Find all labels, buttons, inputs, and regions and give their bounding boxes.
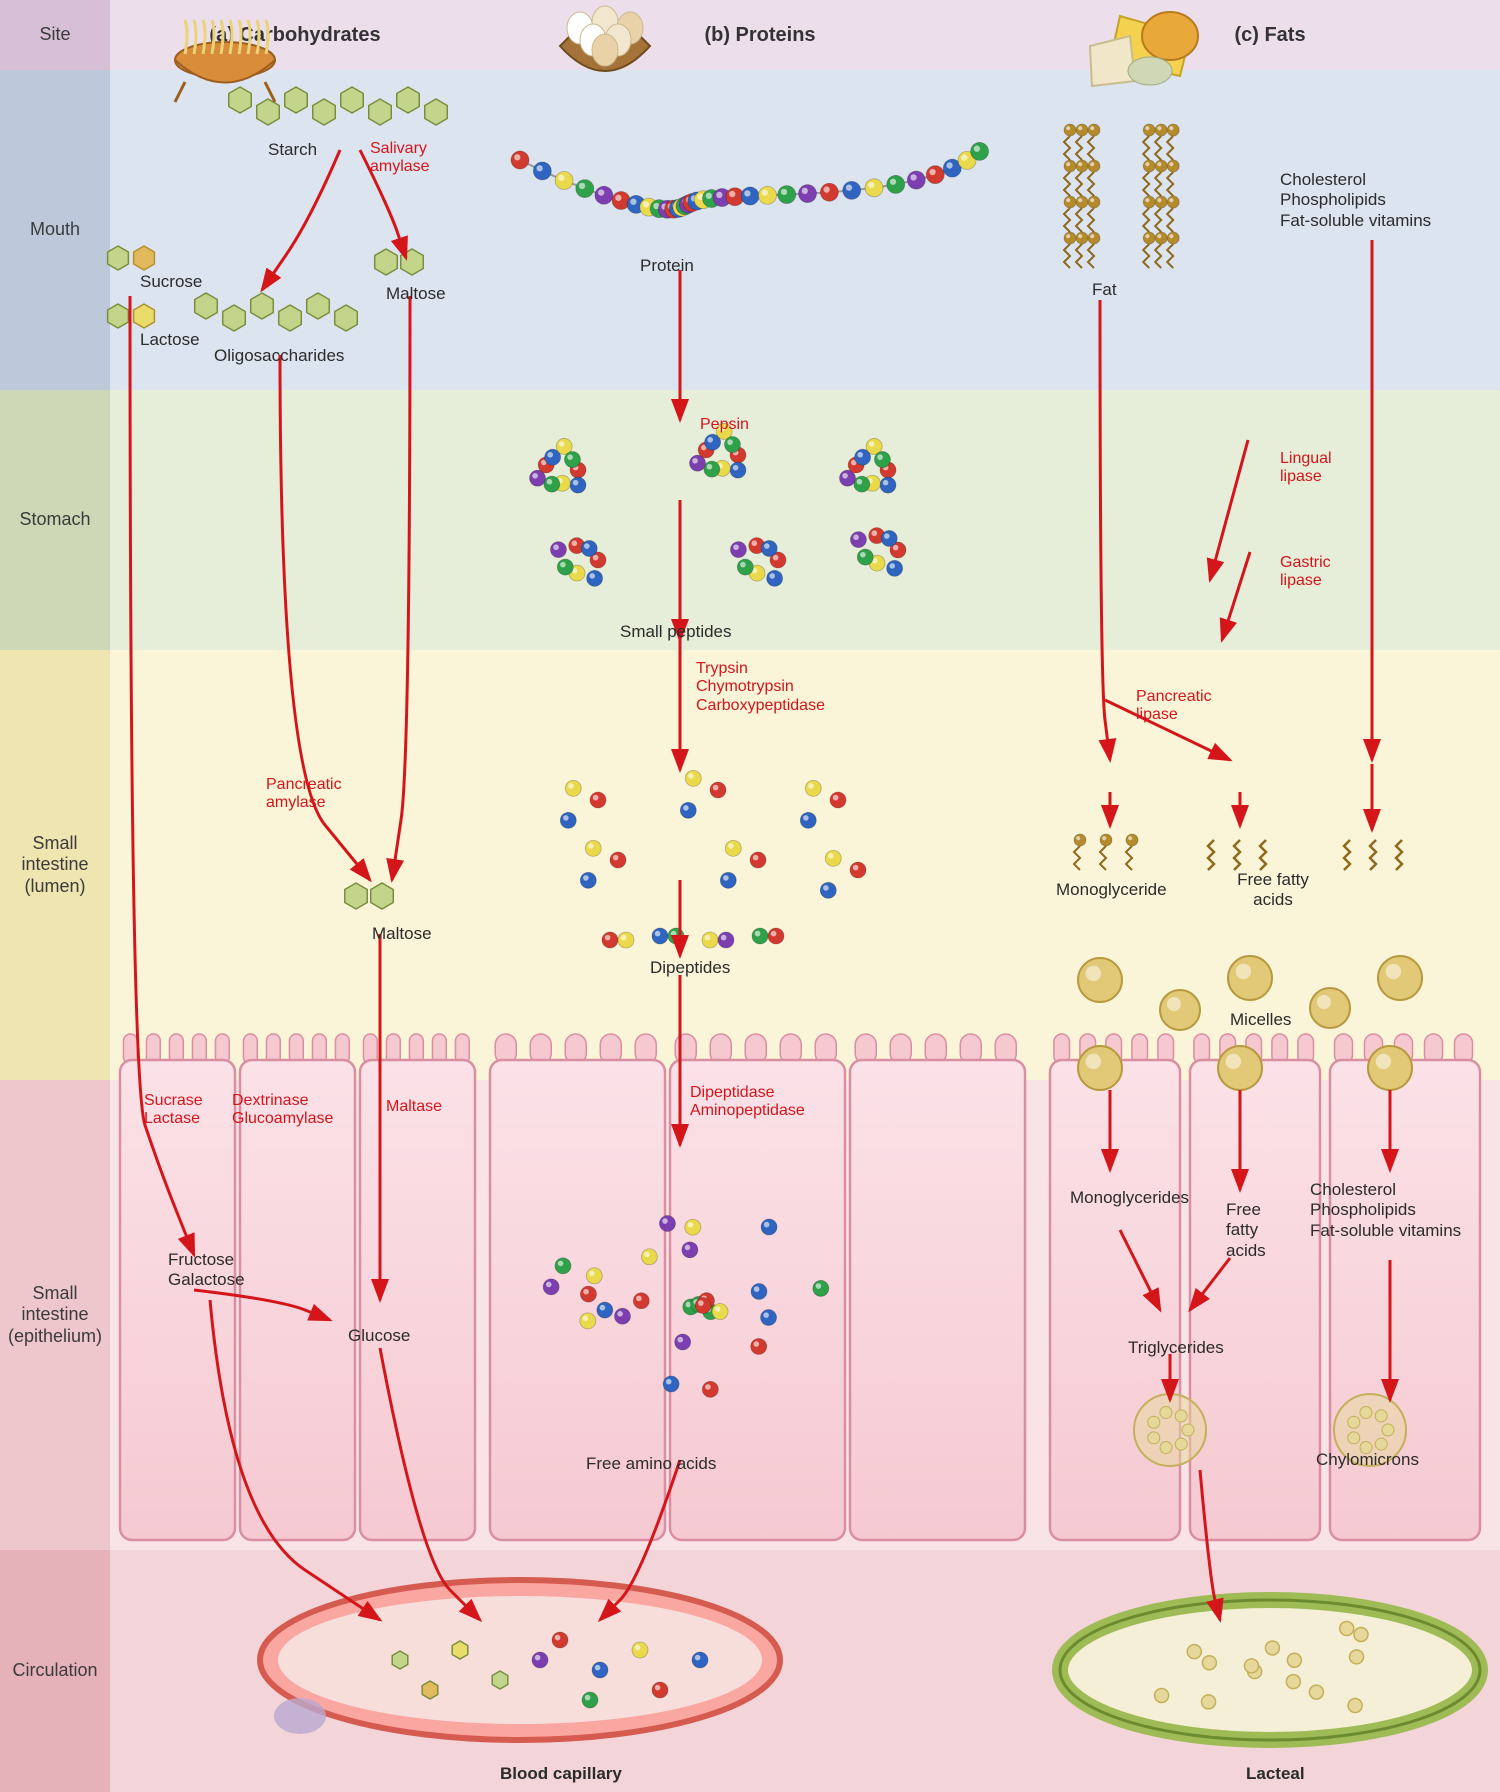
col-hdr-proteins: (b) Proteins	[480, 0, 1040, 70]
label-20: Triglycerides	[1128, 1338, 1224, 1358]
label-2: Lactose	[140, 330, 200, 350]
label-7: Small peptides	[620, 622, 732, 642]
enzyme-8: Lingual lipase	[1280, 450, 1332, 487]
col-hdr-fats: (c) Fats	[1040, 0, 1500, 70]
row-label-circ: Circulation	[0, 1550, 110, 1792]
row-label-mouth: Mouth	[0, 70, 110, 390]
label-4: Maltose	[386, 284, 446, 304]
label-3: Oligosaccharides	[214, 346, 344, 366]
row-label-si_lumen: Small intestine (lumen)	[0, 650, 110, 1080]
lane-carbs	[110, 0, 480, 1792]
label-22: Blood capillary	[500, 1764, 622, 1784]
label-6: Protein	[640, 256, 694, 276]
label-11: Free amino acids	[586, 1454, 716, 1474]
row-label-stomach: Stomach	[0, 390, 110, 650]
row-label-site: Site	[0, 0, 110, 70]
enzyme-0: Salivary amylase	[370, 140, 430, 177]
label-17: Monoglycerides	[1070, 1188, 1189, 1208]
label-5: Maltose	[372, 924, 432, 944]
row-label-si_epi: Small intestine (epithelium)	[0, 1080, 110, 1550]
enzyme-3: Dextrinase Glucoamylase	[232, 1092, 333, 1129]
enzyme-10: Pancreatic lipase	[1136, 688, 1212, 725]
enzyme-7: Dipeptidase Aminopeptidase	[690, 1084, 805, 1121]
enzyme-4: Maltase	[386, 1098, 442, 1116]
label-9: Fructose Galactose	[168, 1250, 288, 1291]
lane-proteins	[480, 0, 1040, 1792]
label-0: Starch	[268, 140, 317, 160]
label-19: Cholesterol Phospholipids Fat-soluble vi…	[1310, 1180, 1500, 1241]
enzyme-2: Sucrase Lactase	[144, 1092, 203, 1129]
col-hdr-carbs: (a) Carbohydrates	[110, 0, 480, 70]
label-21: Chylomicrons	[1316, 1450, 1419, 1470]
digestion-diagram: SiteMouthStomachSmall intestine (lumen)S…	[0, 0, 1500, 1792]
row-labels: SiteMouthStomachSmall intestine (lumen)S…	[0, 0, 110, 1792]
label-10: Glucose	[348, 1326, 410, 1346]
label-1: Sucrose	[140, 272, 202, 292]
enzyme-6: Trypsin Chymotrypsin Carboxypeptidase	[696, 660, 825, 715]
enzyme-5: Pepsin	[700, 416, 749, 434]
enzyme-1: Pancreatic amylase	[266, 776, 342, 813]
label-12: Fat	[1092, 280, 1117, 300]
label-15: Free fatty acids	[1218, 870, 1328, 911]
label-13: Cholesterol Phospholipids Fat-soluble vi…	[1280, 170, 1490, 231]
label-14: Monoglyceride	[1056, 880, 1167, 900]
label-8: Dipeptides	[650, 958, 730, 978]
label-16: Micelles	[1230, 1010, 1291, 1030]
label-18: Free fatty acids	[1226, 1200, 1296, 1261]
label-23: Lacteal	[1246, 1764, 1305, 1784]
enzyme-9: Gastric lipase	[1280, 554, 1331, 591]
